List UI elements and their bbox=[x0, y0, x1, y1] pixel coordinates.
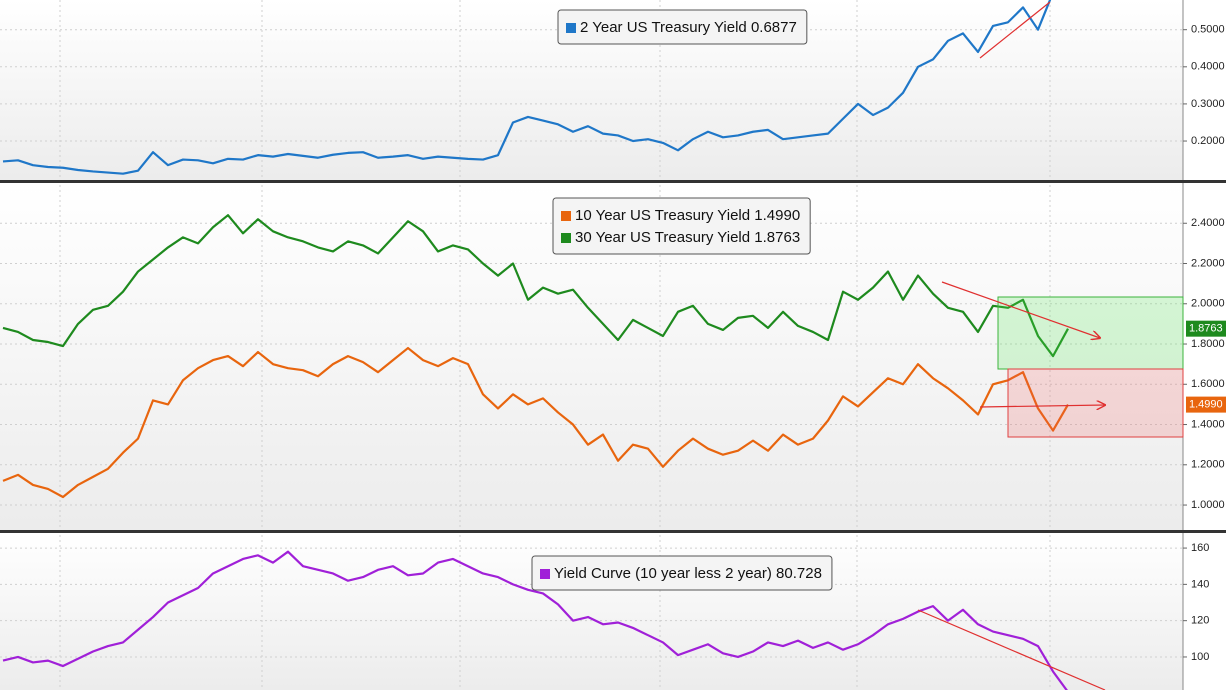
legend-label: 2 Year US Treasury Yield 0.6877 bbox=[580, 19, 797, 36]
last-value-badge bbox=[1186, 320, 1226, 337]
y-tick-label: 2.4000 bbox=[1191, 217, 1225, 229]
y-tick-label: 1.0000 bbox=[1191, 499, 1225, 511]
highlight-box bbox=[997, 296, 1184, 370]
y-tick-label: 0.5000 bbox=[1191, 24, 1225, 36]
legend-value: 1.8763 bbox=[754, 229, 800, 246]
last-value-label: 1.8763 bbox=[1189, 323, 1223, 335]
y-tick-label: 1.8000 bbox=[1191, 338, 1225, 350]
legend-swatch bbox=[561, 211, 571, 221]
legend-swatch bbox=[540, 569, 550, 579]
panel-divider bbox=[0, 180, 1226, 183]
plot bbox=[2, 214, 1069, 499]
legend-name: 10 Year US Treasury Yield bbox=[575, 207, 750, 224]
y-tick-label: 2.0000 bbox=[1191, 298, 1225, 310]
last-value-badge bbox=[1186, 396, 1226, 413]
legend-value: 0.6877 bbox=[751, 19, 797, 36]
legend-name: 2 Year US Treasury Yield bbox=[580, 19, 747, 36]
y-tick-label: 2.2000 bbox=[1191, 257, 1225, 269]
series-line bbox=[2, 0, 1052, 175]
y-tick-label: 0.3000 bbox=[1191, 98, 1225, 110]
annotations bbox=[917, 1, 1184, 690]
trend-line bbox=[979, 1, 1051, 59]
y-tick-label: 0.2000 bbox=[1191, 135, 1225, 147]
highlight-box bbox=[1007, 368, 1184, 438]
legend-name: Yield Curve (10 year less 2 year) bbox=[554, 565, 772, 582]
legend-box bbox=[531, 555, 833, 591]
plot bbox=[2, 550, 1068, 690]
trend-line bbox=[917, 609, 1106, 690]
trend-arrow bbox=[979, 405, 1105, 407]
panel-divider bbox=[0, 530, 1226, 533]
y-tick-label: 1.2000 bbox=[1191, 459, 1225, 471]
y-tick-label: 0.4000 bbox=[1191, 61, 1225, 73]
legend-box bbox=[557, 9, 808, 45]
legend-box bbox=[552, 197, 811, 255]
plot bbox=[2, 0, 1052, 175]
legend-label: 10 Year US Treasury Yield 1.4990 bbox=[575, 207, 800, 224]
y-tick-label: 120 bbox=[1191, 615, 1209, 627]
legend-value: 1.4990 bbox=[754, 207, 800, 224]
series-line bbox=[2, 214, 1069, 358]
series-line bbox=[2, 550, 1068, 690]
legend-label: Yield Curve (10 year less 2 year) 80.728 bbox=[554, 565, 822, 582]
y-tick-label: 1.4000 bbox=[1191, 418, 1225, 430]
legend-name: 30 Year US Treasury Yield bbox=[575, 229, 750, 246]
legend-swatch bbox=[566, 23, 576, 33]
y-tick-label: 100 bbox=[1191, 651, 1209, 663]
y-tick-label: 160 bbox=[1191, 542, 1209, 554]
last-value-label: 1.4990 bbox=[1189, 399, 1223, 411]
legend-label: 30 Year US Treasury Yield 1.8763 bbox=[575, 229, 800, 246]
series-line bbox=[2, 346, 1069, 499]
legend-swatch bbox=[561, 233, 571, 243]
legend-value: 80.728 bbox=[776, 565, 822, 582]
y-tick-label: 1.6000 bbox=[1191, 378, 1225, 390]
y-tick-label: 140 bbox=[1191, 578, 1209, 590]
trend-arrow bbox=[941, 281, 1100, 338]
